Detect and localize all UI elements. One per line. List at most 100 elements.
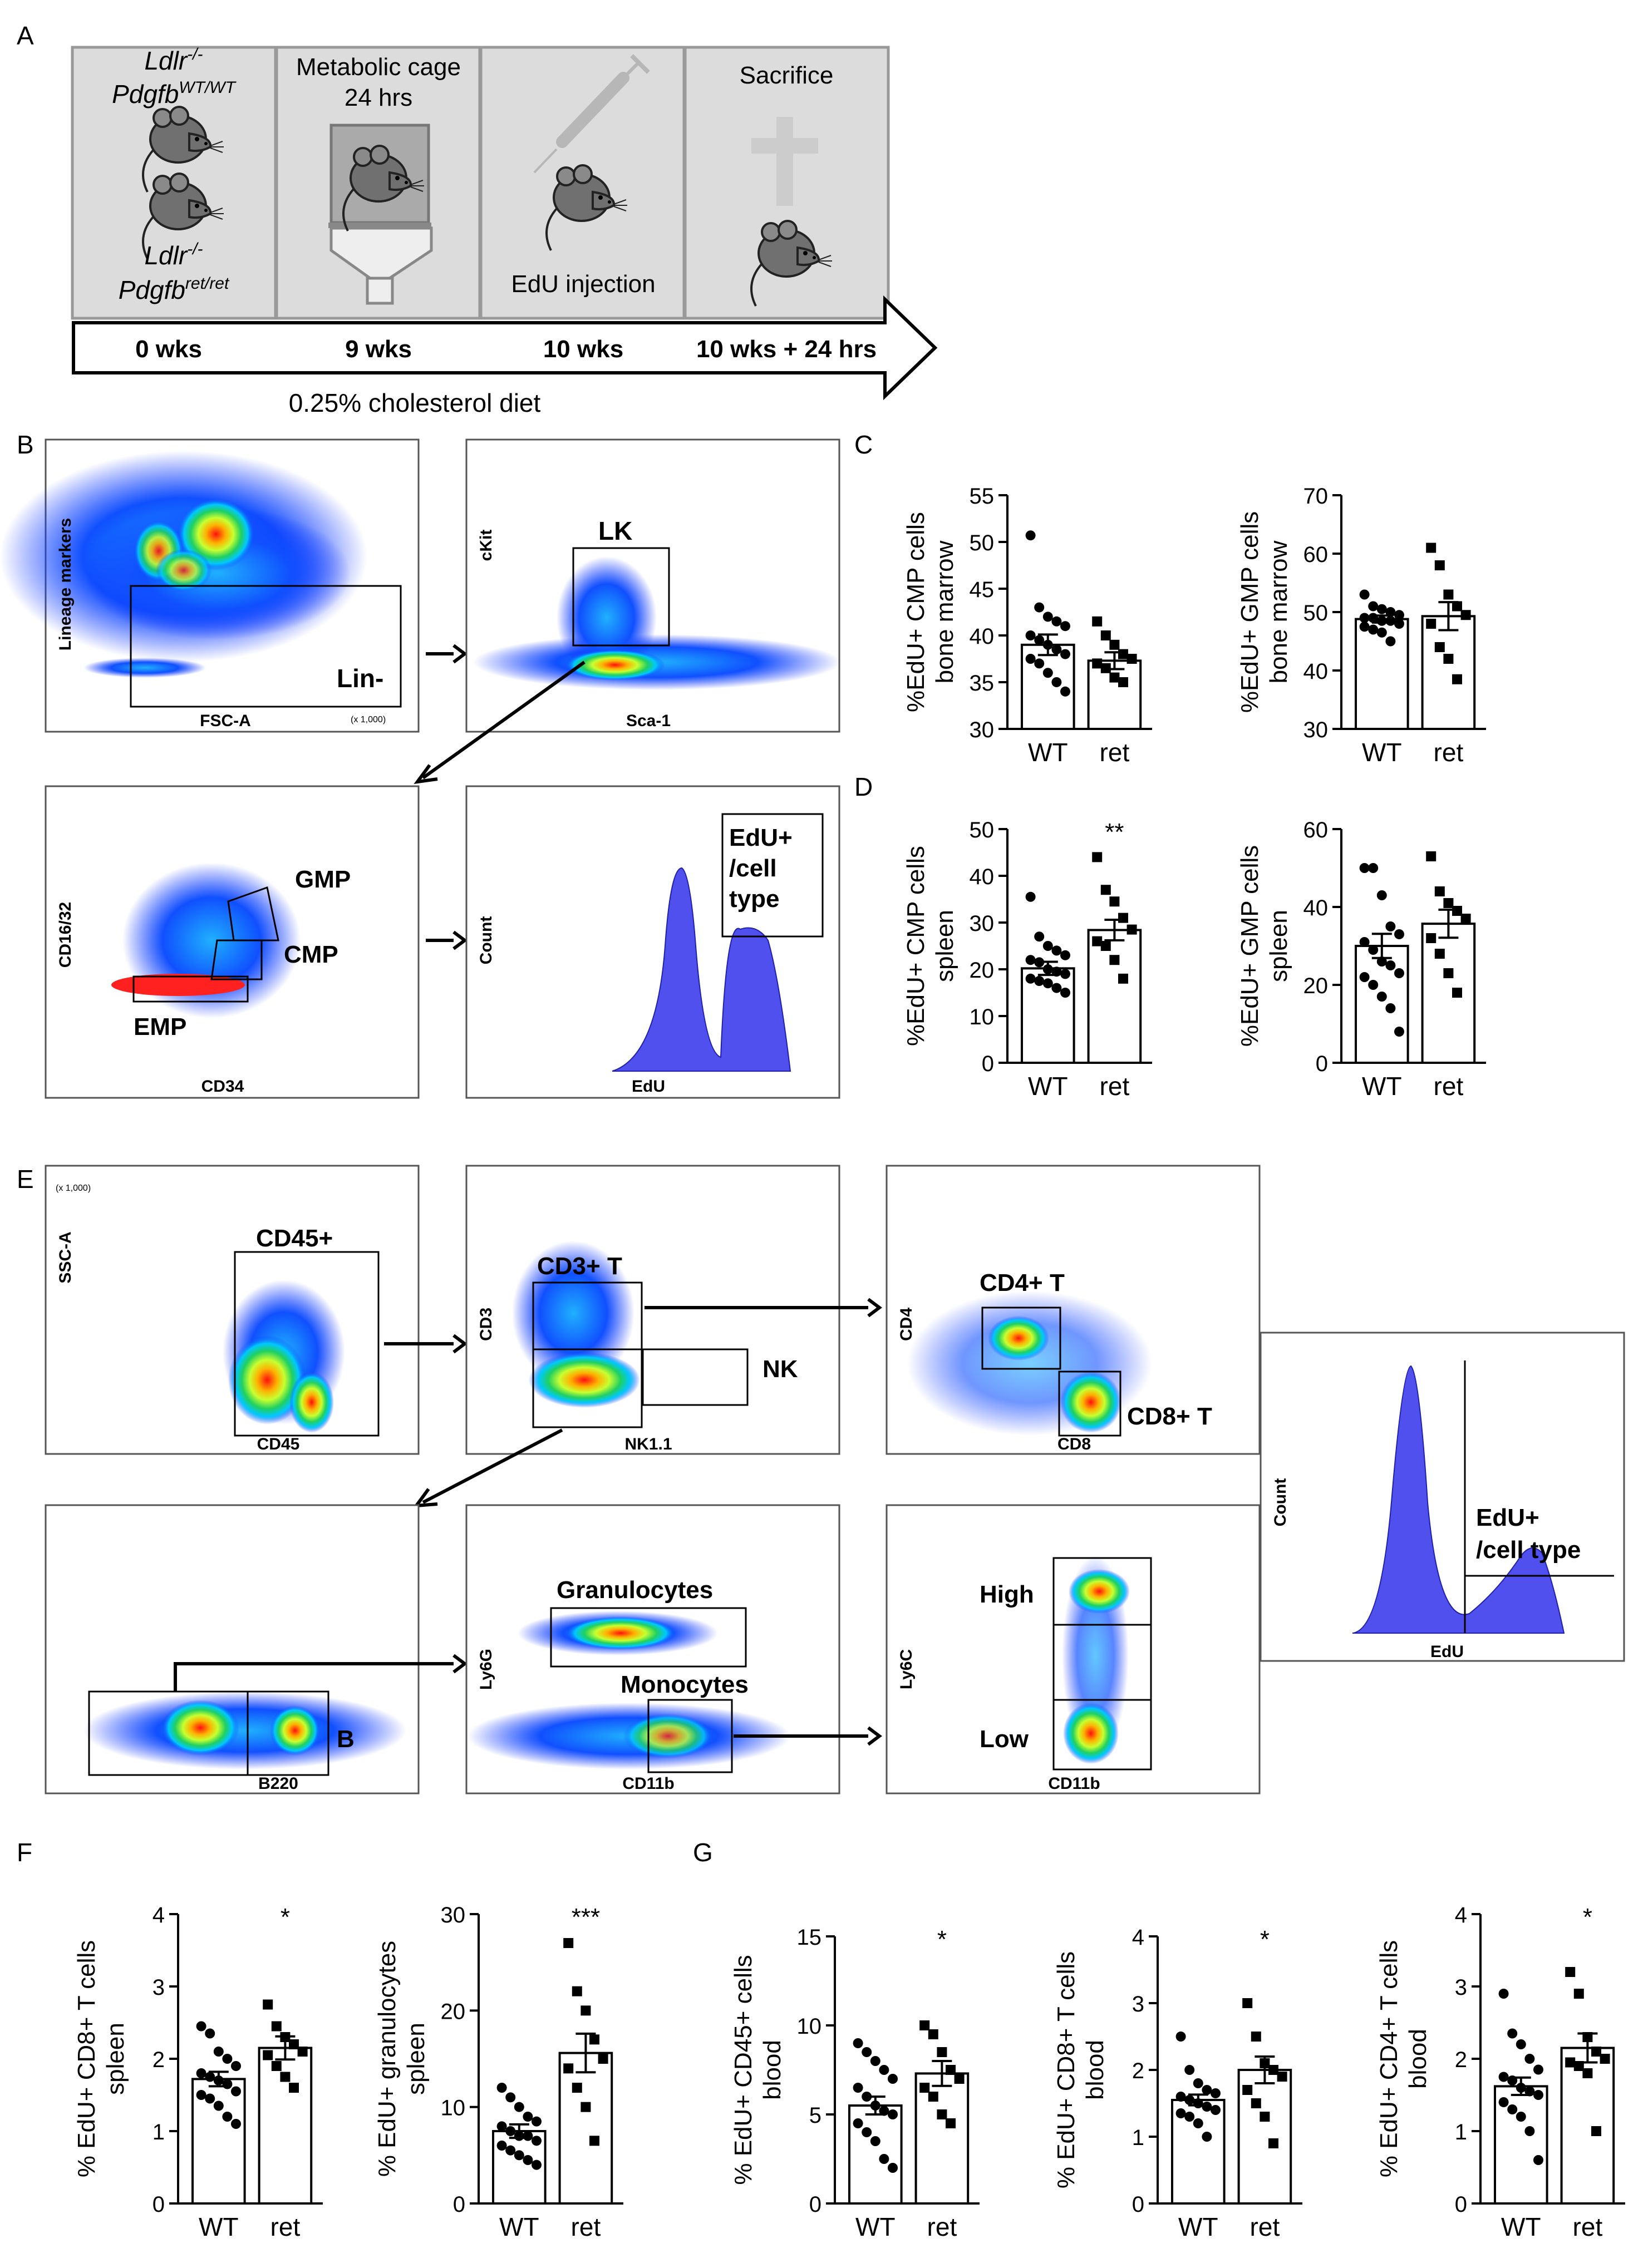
data-point-wt xyxy=(1368,624,1379,635)
data-point-wt xyxy=(870,2056,880,2066)
significance-marker: * xyxy=(937,1926,947,1953)
data-point-ret xyxy=(581,2102,591,2112)
genotype-wt-pdgfb: PdgfbWT/WT xyxy=(112,78,237,109)
data-point-ret xyxy=(1277,2072,1287,2082)
data-point-wt xyxy=(1034,976,1045,986)
data-point-wt xyxy=(1184,2112,1195,2122)
data-point-ret xyxy=(598,2054,608,2064)
data-point-wt xyxy=(1376,956,1387,967)
data-point-wt xyxy=(231,2086,241,2097)
data-point-wt xyxy=(888,2109,898,2119)
data-point-ret xyxy=(1109,639,1120,650)
gate-label: type xyxy=(729,885,779,913)
axis-label-x: FSC-A xyxy=(200,712,251,730)
data-point-wt xyxy=(1359,863,1370,873)
data-point-ret xyxy=(1268,2138,1278,2148)
data-point-ret xyxy=(1109,896,1120,907)
data-point-wt xyxy=(205,2093,215,2104)
x-tick-label: WT xyxy=(1028,1072,1068,1101)
data-point-wt xyxy=(1025,630,1036,640)
axis-label-x: Sca-1 xyxy=(626,712,671,730)
flow-plot-cd3-nk: CD3+ T NK NK1.1 CD3 xyxy=(465,1165,840,1455)
y-tick-label: 0 xyxy=(809,2192,821,2217)
data-point-wt xyxy=(1202,2102,1212,2112)
data-point-ret xyxy=(937,2047,947,2057)
data-point-ret xyxy=(928,2029,938,2039)
data-point-wt xyxy=(532,2159,542,2170)
flow-plot-lk: LK Sca-1 cKit xyxy=(465,438,840,733)
y-tick-label: 2 xyxy=(1132,2059,1144,2083)
data-point-wt xyxy=(870,2136,880,2146)
genotype-ret: Ldlr-/- xyxy=(144,240,203,270)
y-tick-label: 30 xyxy=(441,1903,466,1927)
x-tick-label: ret xyxy=(270,2212,301,2241)
bar-ret xyxy=(1421,615,1476,730)
data-point-ret xyxy=(1109,672,1120,683)
y-axis-label: %EdU+ GMP cells xyxy=(1236,845,1263,1047)
data-point-wt xyxy=(1533,2090,1543,2100)
histogram-edu-b xyxy=(612,867,791,1072)
data-point-wt xyxy=(853,2118,863,2128)
data-point-ret xyxy=(1582,2032,1593,2042)
data-point-wt xyxy=(1359,613,1370,623)
data-point-wt xyxy=(1025,891,1036,902)
data-point-wt xyxy=(1051,983,1062,993)
data-point-wt xyxy=(1516,2112,1526,2122)
panel-label-e: E xyxy=(17,1165,34,1194)
gate-b xyxy=(247,1690,329,1776)
gate-ly6c-low xyxy=(1052,1699,1152,1771)
significance-marker: * xyxy=(1583,1904,1592,1931)
data-point-wt xyxy=(1385,921,1396,931)
data-point-ret xyxy=(589,2136,599,2146)
bar-chart-g2: 0 1 2 3 4 WT ret * % EdU+ CD8+ T cells blood xyxy=(1052,1925,1302,2241)
data-point-wt xyxy=(1533,2155,1543,2165)
y-axis-sublabel: spleen xyxy=(931,910,958,982)
y-axis-sublabel: spleen xyxy=(1265,910,1292,982)
bar-ret xyxy=(258,2047,313,2205)
data-point-wt xyxy=(1376,992,1387,1002)
x-tick-label: WT xyxy=(199,2212,239,2241)
y-tick-label: 1 xyxy=(1132,2126,1144,2150)
gate-label: High xyxy=(980,1581,1034,1608)
data-point-wt xyxy=(1042,612,1053,622)
data-point-ret xyxy=(919,2083,930,2093)
y-axis-sublabel: spleen xyxy=(402,2023,430,2095)
y-axis-label: % EdU+ CD4+ T cells xyxy=(1375,1940,1403,2177)
significance-marker: * xyxy=(281,1904,290,1931)
gate-label: LK xyxy=(598,516,632,545)
cage-label: Metabolic cage xyxy=(296,53,461,81)
syringe-icon xyxy=(533,54,650,174)
y-tick-label: 2 xyxy=(152,2048,165,2072)
data-point-ret xyxy=(946,2118,956,2128)
data-point-ret xyxy=(1460,610,1471,620)
axis-label-x: CD34 xyxy=(201,1077,244,1096)
data-point-wt xyxy=(1376,890,1387,900)
x-tick-label: ret xyxy=(1100,1072,1130,1101)
axis-label-x: CD11b xyxy=(1048,1774,1100,1793)
timeline-step: 10 wks + 24 hrs xyxy=(696,336,877,363)
data-point-ret xyxy=(1443,898,1454,908)
data-point-ret xyxy=(271,2061,282,2071)
y-axis-label: %EdU+ CMP cells xyxy=(902,512,929,712)
flow-plot-cd45: CD45+ CD45 SSC-A (x 1,000) xyxy=(45,1165,420,1455)
data-point-ret xyxy=(263,2050,273,2060)
data-point-wt xyxy=(1524,2054,1535,2064)
data-point-ret xyxy=(1126,654,1137,664)
panel-b: B Lin- FSC-A Lineage markers (x 1,000) xyxy=(0,430,840,1099)
flow-histogram-edu: EdU+ /cell type EdU Count xyxy=(465,785,840,1099)
data-point-wt xyxy=(496,2083,507,2093)
x-tick-label: ret xyxy=(1250,2212,1280,2241)
gate-arrow xyxy=(384,1334,468,1354)
data-point-ret xyxy=(1092,936,1103,946)
data-point-wt xyxy=(1202,2085,1212,2095)
gate-label: Lin- xyxy=(337,664,383,693)
gate-label: B xyxy=(337,1725,355,1753)
data-point-wt xyxy=(213,2101,224,2111)
bar-chart-d1: 0 10 20 30 40 50 WT ret ** %EdU+ CMP cells spleen xyxy=(902,818,1152,1101)
data-point-ret xyxy=(954,2074,965,2084)
gate-lin-neg xyxy=(130,585,402,708)
data-point-wt xyxy=(1060,988,1070,998)
bar-chart-c1: 30 35 40 45 50 55 WT ret %EdU+ CMP cells bone mar… xyxy=(902,484,1152,767)
data-point-wt xyxy=(1034,957,1045,968)
genotype-ret-pdgfb: Pdgfbret/ret xyxy=(119,274,230,304)
